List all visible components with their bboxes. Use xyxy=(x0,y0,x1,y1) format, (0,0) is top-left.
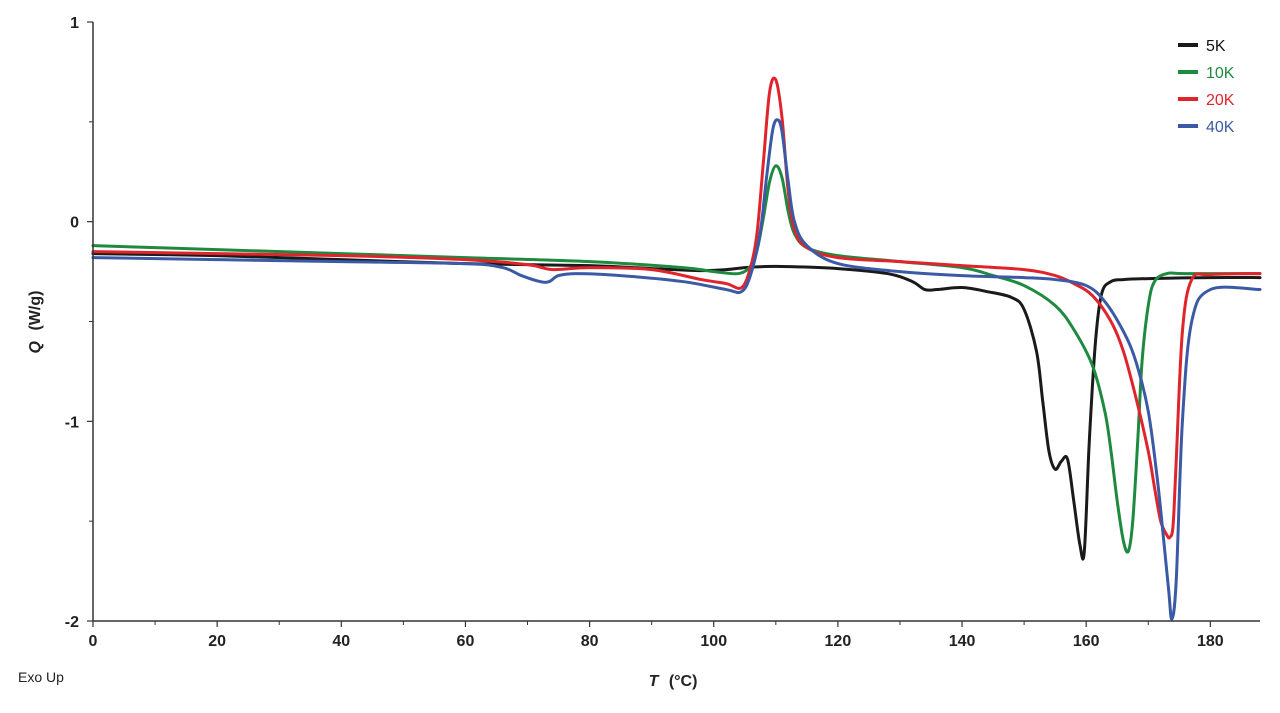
x-axis-unit: (°C) xyxy=(669,673,698,690)
x-tick-label-180: 180 xyxy=(1197,633,1224,650)
ticks-layer: 0 20 40 60 80 100 120 140 160 180 -2 -1 0 1 xyxy=(65,15,1224,650)
x-tick-label-120: 120 xyxy=(825,633,852,650)
y-tick-label-1: 1 xyxy=(70,15,79,32)
series-layer xyxy=(91,76,1262,621)
legend: 5K 10K 20K 40K xyxy=(1178,38,1235,136)
x-tick-label-40: 40 xyxy=(332,633,350,650)
x-tick-label-160: 160 xyxy=(1073,633,1100,650)
x-tick-label-100: 100 xyxy=(700,633,727,650)
legend-label-40K: 40K xyxy=(1206,119,1235,136)
y-axis-unit: (W/g) xyxy=(27,291,44,331)
legend-label-20K: 20K xyxy=(1206,92,1235,109)
y-tick-label--2: -2 xyxy=(65,614,79,631)
x-tick-label-60: 60 xyxy=(457,633,475,650)
series-line-10K xyxy=(91,164,1262,554)
series-line-20K xyxy=(91,76,1262,540)
y-tick-label--1: -1 xyxy=(65,414,79,431)
x-tick-label-0: 0 xyxy=(89,633,98,650)
x-tick-label-20: 20 xyxy=(208,633,226,650)
exo-up-note: Exo Up xyxy=(18,669,64,685)
x-tick-label-140: 140 xyxy=(949,633,976,650)
x-tick-label-80: 80 xyxy=(581,633,599,650)
y-axis-title: Q (W/g) xyxy=(27,291,44,354)
legend-label-5K: 5K xyxy=(1206,38,1226,55)
series-line-5K xyxy=(91,252,1262,561)
x-axis-title: T (°C) xyxy=(649,673,698,690)
y-axis-symbol: Q xyxy=(27,340,44,353)
series-line-40K xyxy=(91,118,1262,621)
y-tick-label-0: 0 xyxy=(70,215,79,232)
x-axis-symbol: T xyxy=(649,673,660,690)
legend-label-10K: 10K xyxy=(1206,65,1235,82)
